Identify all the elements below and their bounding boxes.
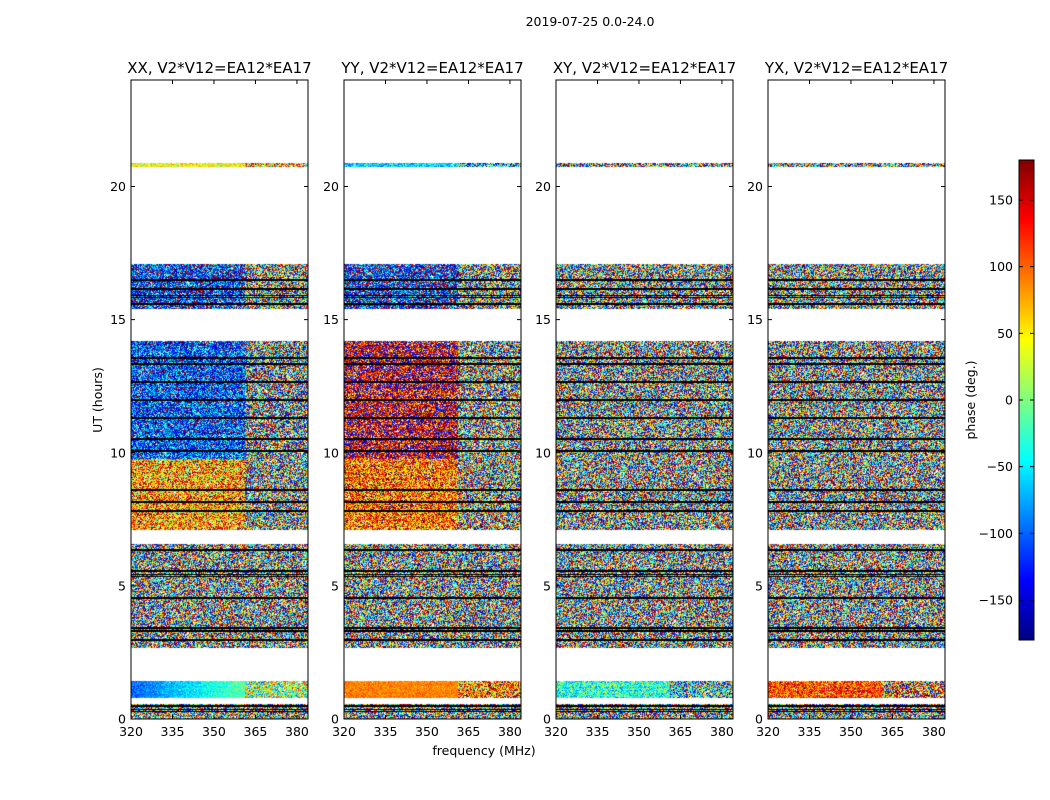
x-tick-label: 350: [202, 724, 226, 739]
x-tick-label: 350: [839, 724, 863, 739]
x-tick-label: 350: [415, 724, 439, 739]
x-tick-label: 380: [710, 724, 734, 739]
panel-frame: [555, 79, 734, 720]
y-tick-label: 20: [323, 179, 339, 194]
y-tick-label: 0: [755, 712, 763, 727]
x-tick-label: 365: [244, 724, 268, 739]
x-tick-label: 320: [756, 724, 780, 739]
colorbar-tick-label: −150: [979, 593, 1013, 608]
panel-title: YY, V2*V12=EA12*EA17: [340, 59, 523, 77]
y-tick-label: 10: [110, 445, 126, 460]
y-tick-label: 0: [543, 712, 551, 727]
colorbar-tick-label: 100: [989, 259, 1013, 274]
y-tick-label: 5: [755, 578, 763, 593]
y-tick-label: 5: [118, 578, 126, 593]
panel-title: XX, V2*V12=EA12*EA17: [127, 59, 311, 77]
y-tick-label: 10: [323, 445, 339, 460]
x-tick-label: 335: [586, 724, 610, 739]
x-tick-label: 320: [119, 724, 143, 739]
x-tick-label: 350: [627, 724, 651, 739]
y-tick-label: 15: [110, 312, 126, 327]
y-tick-label: 20: [535, 179, 551, 194]
x-tick-label: 335: [161, 724, 185, 739]
panel-frame: [343, 79, 522, 720]
y-tick-label: 10: [747, 445, 763, 460]
x-tick-label: 320: [544, 724, 568, 739]
heatmap-image: [131, 80, 308, 719]
panel-3: XY, V2*V12=EA12*EA17 320 335 350 365 380 0 5 10 1…: [535, 59, 736, 739]
colorbar-tick-label: −50: [987, 459, 1013, 474]
x-tick-label: 365: [457, 724, 481, 739]
x-tick-label: 365: [881, 724, 905, 739]
panel-frame: [767, 79, 946, 720]
y-tick-label: 0: [118, 712, 126, 727]
x-tick-label: 365: [669, 724, 693, 739]
heatmap-image: [768, 80, 945, 719]
panels-group: XX, V2*V12=EA12*EA17 320 335 350 365 380 0 5 10 1…: [110, 59, 948, 739]
colorbar-tick-label: 150: [989, 193, 1013, 208]
x-tick-label: 335: [374, 724, 398, 739]
y-axis-label: UT (hours): [90, 367, 105, 433]
x-axis-label: frequency (MHz): [432, 743, 535, 758]
x-tick-label: 380: [922, 724, 946, 739]
y-tick-label: 10: [535, 445, 551, 460]
y-tick-label: 15: [747, 312, 763, 327]
y-tick-label: 5: [331, 578, 339, 593]
y-tick-label: 5: [543, 578, 551, 593]
heatmap-image: [556, 80, 733, 719]
colorbar-tick-label: −100: [979, 526, 1013, 541]
heatmap-image: [344, 80, 521, 719]
panel-4: YX, V2*V12=EA12*EA17 320 335 350 365 380 0 5 10 1…: [747, 59, 948, 739]
y-tick-label: 15: [323, 312, 339, 327]
colorbar-ticks: 150 100 50 0 −50 −100 −150: [979, 193, 1034, 608]
colorbar: 150 100 50 0 −50 −100 −150 phase (deg.): [963, 159, 1035, 641]
x-tick-label: 380: [285, 724, 309, 739]
panel-1: XX, V2*V12=EA12*EA17 320 335 350 365 380 0 5 10 1…: [110, 59, 312, 739]
panel-frame: [130, 79, 309, 720]
x-tick-label: 335: [798, 724, 822, 739]
y-tick-label: 0: [331, 712, 339, 727]
colorbar-label: phase (deg.): [963, 361, 978, 440]
x-tick-label: 320: [332, 724, 356, 739]
colorbar-tick-label: 0: [1005, 393, 1013, 408]
panel-2: YY, V2*V12=EA12*EA17 320 335 350 365 380 0 5 10 1…: [323, 59, 524, 739]
y-tick-label: 20: [747, 179, 763, 194]
colorbar-tick-label: 50: [997, 326, 1013, 341]
x-tick-label: 380: [498, 724, 522, 739]
panel-title: YX, V2*V12=EA12*EA17: [764, 59, 948, 77]
panel-title: XY, V2*V12=EA12*EA17: [553, 59, 736, 77]
y-tick-label: 15: [535, 312, 551, 327]
figure-title: 2019-07-25 0.0-24.0: [526, 14, 655, 29]
y-tick-label: 20: [110, 179, 126, 194]
